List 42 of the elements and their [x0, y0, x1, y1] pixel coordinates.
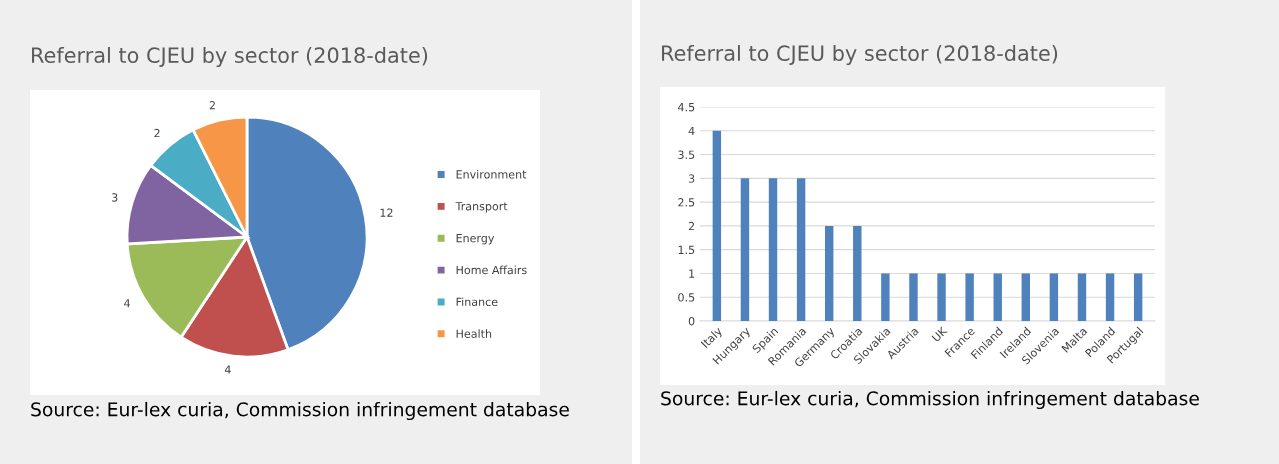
legend-label: Transport: [455, 202, 508, 213]
chart-title: Referral to CJEU by sector (2018-date): [32, 46, 428, 68]
data-label: 3: [112, 193, 118, 202]
bar: [824, 225, 834, 321]
legend-label: Home Affairs: [456, 265, 527, 275]
bar: [881, 273, 890, 321]
bar: [740, 178, 750, 321]
y-tick-label: 4: [688, 126, 695, 135]
data-label: 4: [224, 365, 231, 374]
bar: [993, 273, 1002, 321]
bar: [853, 225, 862, 321]
bar: [1105, 273, 1115, 321]
y-tick-label: 1.5: [678, 245, 695, 255]
data-label: 2: [209, 101, 215, 110]
legend-label: Health: [456, 329, 492, 338]
source-note: Source: Eur-lex curia, Commission infringement database: [661, 390, 1199, 410]
source-note: Source: Eur-lex curia, Commission infringement database: [31, 401, 569, 421]
data-label: 2: [154, 128, 160, 138]
y-tick-label: 4.5: [678, 103, 695, 112]
bar: [768, 178, 778, 321]
y-tick-label: 2: [688, 221, 695, 231]
bar: [937, 273, 946, 321]
bar: [1077, 273, 1087, 321]
chart-title: Referral to CJEU by sector (2018-date): [662, 44, 1058, 66]
y-tick-label: 0: [688, 316, 695, 326]
bar: [1049, 273, 1059, 321]
bar: [796, 178, 806, 321]
bar: [1133, 273, 1143, 321]
data-label: 12: [380, 208, 393, 217]
bar: [965, 273, 974, 321]
data-label: 4: [124, 299, 130, 308]
legend-label: Environment: [456, 169, 527, 179]
bar: [712, 130, 722, 321]
y-tick-label: 3.5: [678, 150, 695, 159]
bar: [909, 273, 918, 321]
legend-label: Energy: [456, 234, 495, 245]
y-tick-label: 1: [689, 269, 695, 278]
legend-label: Finance: [456, 297, 498, 307]
y-tick-label: 0.5: [678, 293, 695, 302]
bar: [1021, 273, 1031, 321]
y-tick-label: 3: [688, 174, 695, 183]
y-tick-label: 2.5: [678, 198, 695, 207]
